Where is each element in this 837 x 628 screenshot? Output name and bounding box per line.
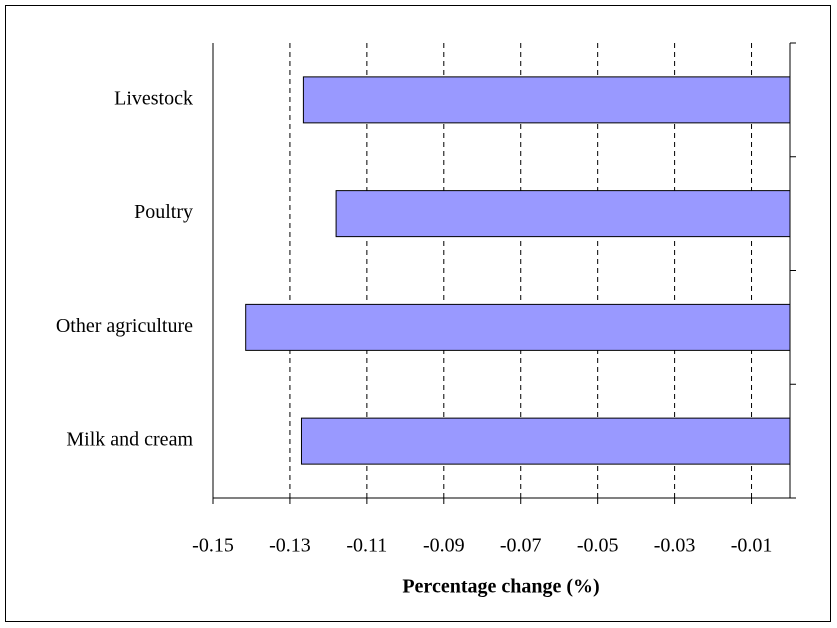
y-tick-label: Milk and cream [66, 429, 193, 451]
x-tick-label: -0.13 [269, 535, 311, 557]
x-tick-label: -0.03 [654, 535, 696, 557]
y-tick-label: Other agriculture [56, 315, 193, 337]
y-tick-label: Poultry [134, 201, 193, 223]
y-tick-label: Livestock [114, 87, 193, 109]
x-tick-label: -0.01 [731, 535, 773, 557]
x-tick-label: -0.15 [192, 535, 234, 557]
x-tick-label: -0.09 [423, 535, 465, 557]
x-tick-label: -0.11 [346, 535, 387, 557]
x-tick-label: -0.05 [577, 535, 619, 557]
bar [245, 303, 791, 351]
x-axis-label: Percentage change (%) [402, 576, 599, 598]
x-tick-label: -0.07 [500, 535, 542, 557]
bar [302, 76, 791, 124]
bar [335, 190, 791, 238]
bar [300, 417, 791, 465]
